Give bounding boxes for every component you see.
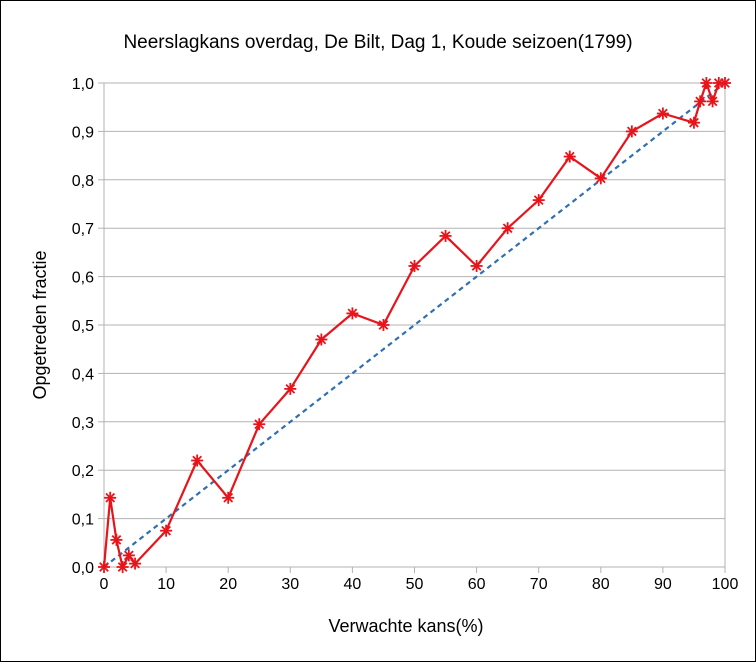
data-point-marker <box>700 77 713 89</box>
data-point-marker <box>563 150 576 163</box>
data-point-marker <box>532 194 545 207</box>
data-point-marker <box>656 107 669 120</box>
chart-title: Neerslagkans overdag, De Bilt, Dag 1, Ko… <box>123 32 632 53</box>
x-axis-label: Verwachte kans(%) <box>328 616 483 636</box>
data-point-marker <box>408 259 421 272</box>
x-tick-label: 100 <box>712 576 739 593</box>
y-tick-label: 0,4 <box>72 366 94 383</box>
y-axis-label: Opgetreden fractie <box>30 250 50 399</box>
data-point-marker <box>694 95 707 108</box>
data-point-marker <box>122 549 135 562</box>
x-tick-label: 30 <box>281 576 299 593</box>
data-point-marker <box>222 491 235 504</box>
x-tick-label: 90 <box>654 576 672 593</box>
data-point-marker <box>110 533 123 546</box>
data-point-marker <box>501 222 514 235</box>
data-point-marker <box>98 561 110 573</box>
y-tick-label: 0,3 <box>72 415 94 432</box>
data-point-marker <box>377 319 390 331</box>
data-point-marker <box>470 259 483 272</box>
data-point-marker <box>687 116 700 129</box>
y-tick-label: 0,5 <box>72 318 94 335</box>
data-point-marker <box>191 454 204 467</box>
y-tick-label: 0,9 <box>72 124 94 141</box>
data-point-marker <box>284 382 297 395</box>
data-point-marker <box>253 418 266 431</box>
data-series <box>98 77 731 573</box>
data-point-marker <box>315 333 328 346</box>
y-tick-label: 0,8 <box>72 173 94 190</box>
tick-labels: 0,0 0,1 0,2 0,3 0,4 0,5 0,6 0,7 0,8 0,9 1,0 0 10 20 30… <box>72 76 739 593</box>
data-point-marker <box>719 77 731 89</box>
data-point-marker <box>116 561 129 573</box>
x-tick-label: 0 <box>100 576 109 593</box>
plot-area-border <box>103 82 726 568</box>
y-tick-label: 1,0 <box>72 76 94 93</box>
y-tick-label: 0,0 <box>72 560 94 577</box>
x-tick-label: 60 <box>468 576 486 593</box>
y-tick-label: 0,2 <box>72 463 94 480</box>
data-point-marker <box>104 491 117 504</box>
data-point-marker <box>346 307 359 320</box>
x-tick-label: 20 <box>219 576 237 593</box>
data-point-marker <box>439 229 452 242</box>
y-tick-label: 0,1 <box>72 512 94 529</box>
y-tick-label: 0,7 <box>72 221 94 238</box>
data-point-marker <box>594 172 607 185</box>
x-tick-label: 40 <box>344 576 362 593</box>
axes <box>98 82 726 573</box>
x-tick-label: 70 <box>530 576 548 593</box>
x-tick-label: 10 <box>157 576 175 593</box>
x-tick-label: 50 <box>406 576 424 593</box>
y-tick-label: 0,6 <box>72 270 94 287</box>
data-point-marker <box>706 95 719 108</box>
data-point-marker <box>625 125 638 138</box>
x-tick-label: 80 <box>592 576 610 593</box>
data-point-marker <box>129 557 142 570</box>
data-point-marker <box>160 524 173 537</box>
